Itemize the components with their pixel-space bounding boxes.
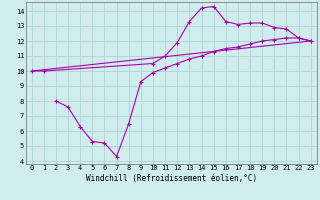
X-axis label: Windchill (Refroidissement éolien,°C): Windchill (Refroidissement éolien,°C) bbox=[86, 174, 257, 183]
